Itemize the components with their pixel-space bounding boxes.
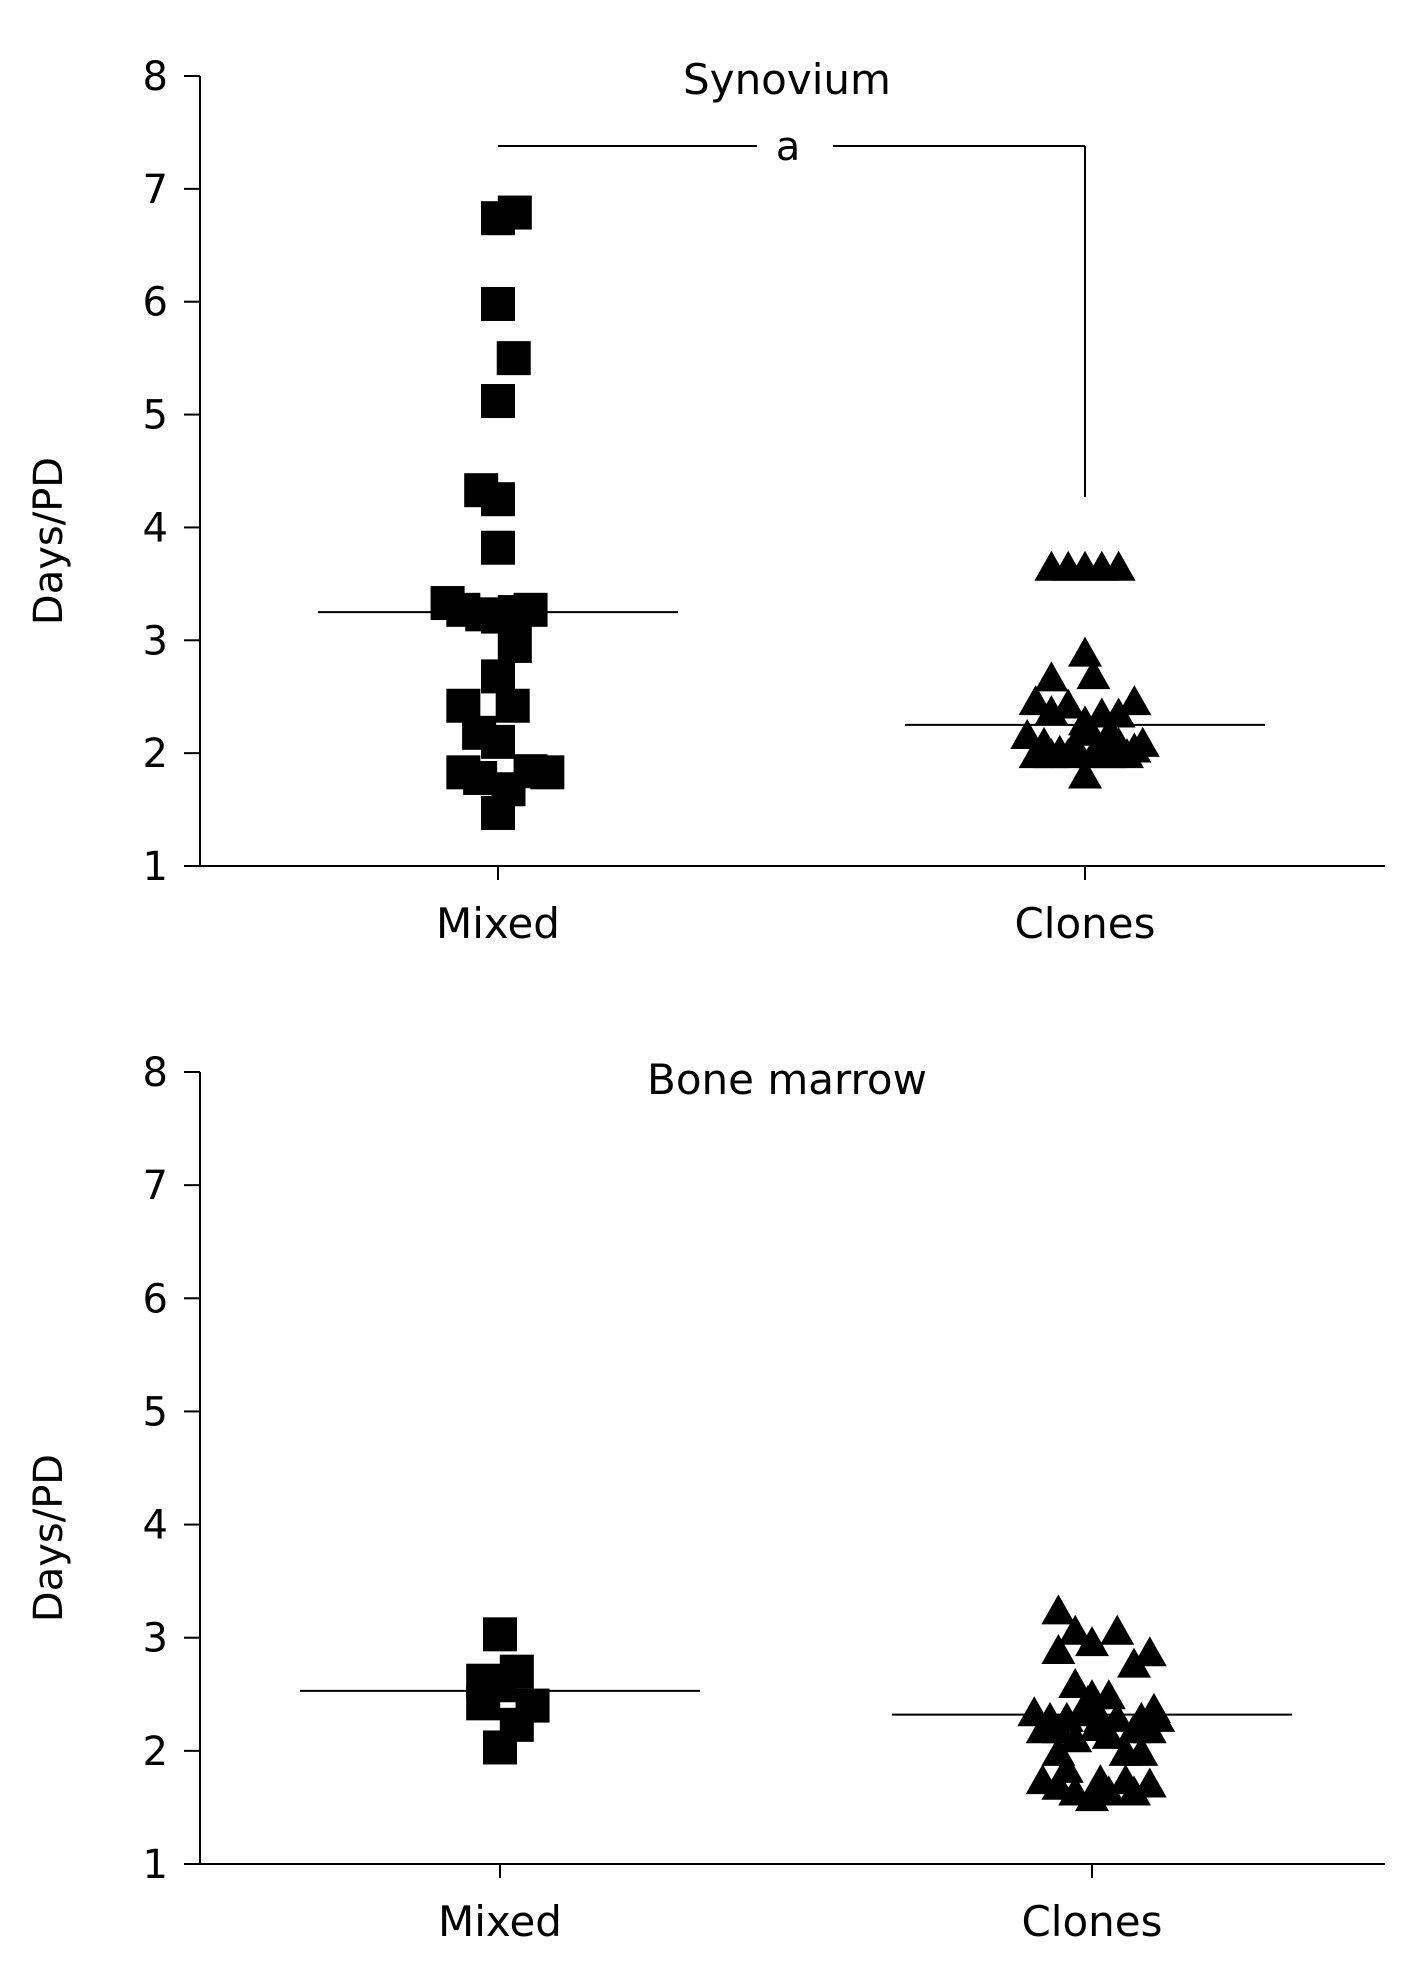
data-point-square: [481, 724, 515, 759]
data-point-triangle: [1058, 1722, 1093, 1753]
data-point-square: [513, 592, 548, 627]
data-point-square: [481, 659, 515, 694]
data-point-triangle: [1117, 685, 1152, 716]
panel-synovium: 1 2 3 4 5 6 7 8 Mixed Clones Days/PD Synovium a: [26, 54, 1385, 948]
chart-title: Bone marrow: [647, 1055, 927, 1104]
y-tick-label: 7: [143, 167, 168, 213]
significance-label: a: [776, 124, 801, 170]
data-point-triangle: [1132, 1767, 1167, 1798]
data-point-square: [446, 688, 481, 723]
data-point-square: [483, 1617, 517, 1652]
data-point-triangle: [1117, 1647, 1151, 1678]
data-point-triangle: [1091, 1775, 1126, 1806]
data-point-triangle: [1132, 1636, 1167, 1667]
y-axis-title: Days/PD: [26, 1454, 72, 1622]
data-point-triangle: [1068, 758, 1102, 789]
data-point-triangle: [1125, 726, 1160, 757]
y-tick-label: 8: [143, 54, 168, 100]
y-axis-title: Days/PD: [26, 457, 72, 625]
data-point-square: [497, 628, 532, 663]
data-point-triangle: [1124, 1735, 1159, 1766]
x-tick-label: Clones: [1021, 1897, 1162, 1946]
data-point-square: [481, 384, 515, 419]
data-point-triangle: [1068, 636, 1102, 667]
data-point-triangle: [1076, 659, 1111, 690]
x-tick-label: Clones: [1014, 899, 1155, 948]
data-point-triangle: [1101, 697, 1136, 728]
data-point-square: [496, 341, 531, 376]
data-point-triangle: [1041, 1634, 1076, 1665]
x-tick-label: Mixed: [438, 1897, 562, 1946]
data-point-triangle: [1058, 1667, 1093, 1698]
chart-title: Synovium: [683, 55, 891, 104]
panel-bone-marrow: 1 2 3 4 5 6 7 8 Mixed Clones Days/PD Bone marrow: [26, 1050, 1385, 1946]
data-point-triangle: [1034, 661, 1069, 692]
data-point-square: [481, 482, 515, 517]
data-point-triangle: [1091, 1718, 1126, 1749]
data-point-square: [530, 755, 565, 790]
data-point-square: [495, 688, 530, 723]
y-tick-label: 2: [143, 731, 168, 777]
data-point-square: [499, 1654, 534, 1689]
y-tick-label: 1: [143, 1842, 168, 1888]
data-point-triangle: [1075, 1626, 1109, 1657]
y-tick-label: 2: [143, 1729, 168, 1775]
data-point-square: [515, 1688, 550, 1723]
x-tick-label: Mixed: [436, 899, 560, 948]
data-point-triangle: [1117, 1775, 1151, 1806]
y-tick-label: 8: [143, 1050, 168, 1096]
data-point-square: [497, 195, 532, 230]
data-point-triangle: [1100, 1614, 1135, 1645]
y-tick-label: 6: [143, 1276, 168, 1322]
data-point-triangle: [1091, 1679, 1126, 1710]
data-point-triangle: [1058, 1614, 1093, 1645]
y-tick-label: 1: [143, 844, 168, 890]
data-point-triangle: [1049, 1752, 1084, 1783]
data-point-square: [481, 530, 515, 565]
y-tick-label: 4: [143, 1503, 168, 1549]
y-tick-label: 5: [143, 393, 168, 439]
data-point-triangle: [1051, 688, 1086, 719]
data-point-triangle: [1101, 550, 1136, 581]
data-point-square: [446, 755, 481, 790]
data-point-triangle: [1041, 1594, 1076, 1625]
y-tick-label: 4: [143, 505, 168, 551]
data-point-triangle: [1141, 1701, 1176, 1732]
data-point-square: [481, 286, 515, 321]
y-tick-label: 5: [143, 1389, 168, 1435]
data-point-triangle: [1018, 685, 1053, 716]
data-point-triangle: [1100, 1701, 1135, 1732]
y-tick-label: 7: [143, 1163, 168, 1209]
y-tick-label: 6: [143, 280, 168, 326]
y-tick-label: 3: [143, 1616, 168, 1662]
y-tick-label: 3: [143, 618, 168, 664]
